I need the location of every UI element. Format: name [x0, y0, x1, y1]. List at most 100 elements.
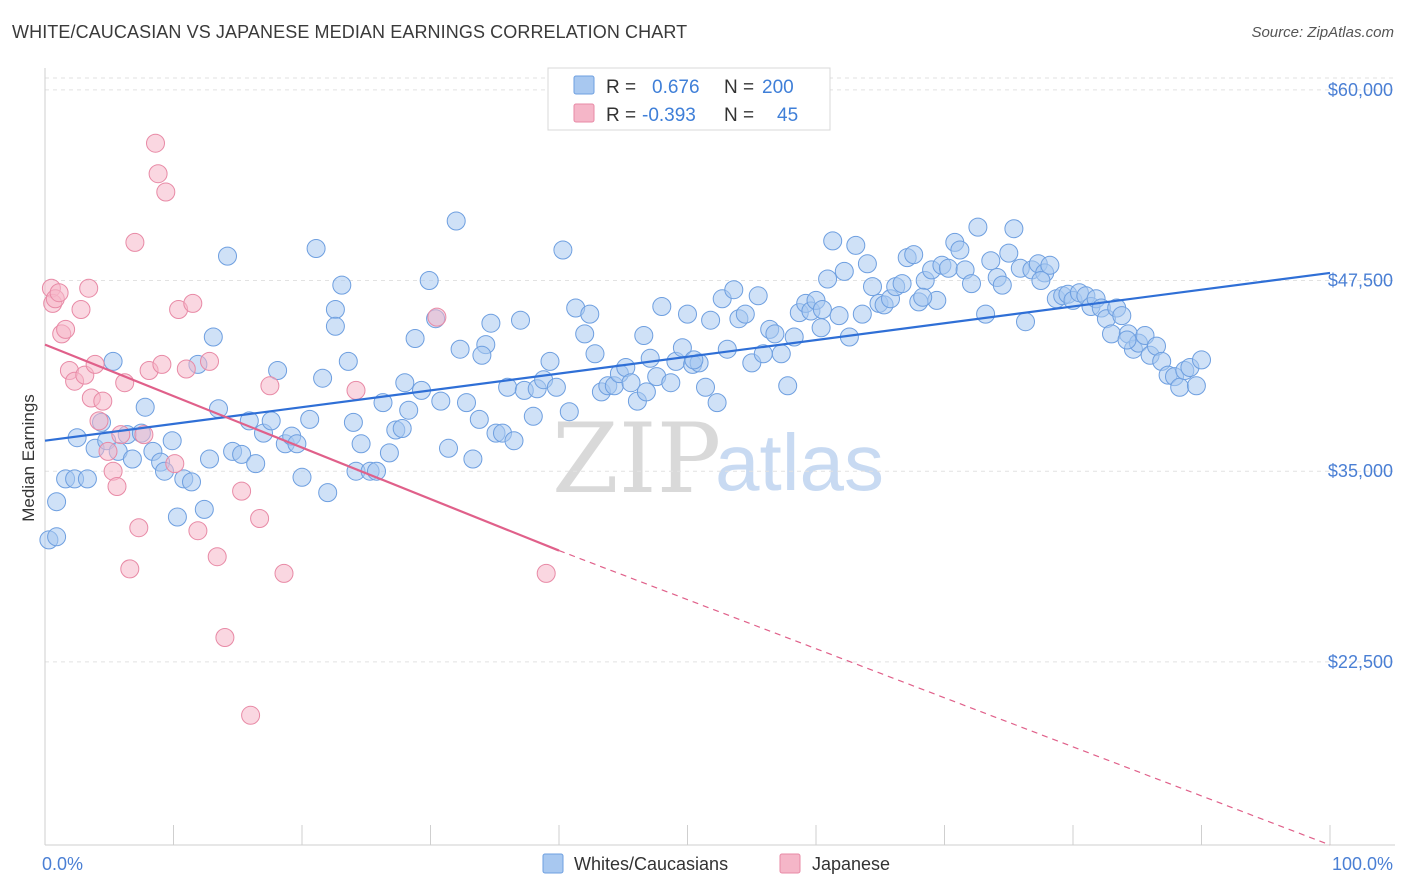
bottom-legend-white: Whites/Caucasians — [574, 854, 728, 874]
x-tick-label-start: 0.0% — [42, 854, 83, 874]
white-caucasian-point — [1117, 330, 1137, 350]
white-caucasian-point — [300, 409, 320, 429]
white-caucasian-point — [351, 434, 371, 454]
japanese-point — [93, 391, 113, 411]
white-caucasian-point — [1192, 350, 1211, 370]
legend-swatch-japanese — [573, 103, 595, 123]
white-caucasian-point — [318, 483, 338, 503]
white-caucasian-point — [469, 409, 489, 429]
white-caucasian-point — [585, 344, 605, 364]
japanese-point — [250, 509, 270, 528]
white-caucasian-point — [621, 373, 641, 393]
japanese-point — [125, 232, 145, 252]
white-caucasian-point — [992, 275, 1012, 295]
white-caucasian-point — [122, 449, 142, 469]
y-tick-label: $47,500 — [1328, 271, 1393, 291]
white-caucasian-point — [1186, 376, 1206, 396]
white-caucasian-point — [472, 345, 492, 365]
white-caucasian-point — [343, 412, 363, 432]
white-caucasian-point — [419, 271, 439, 290]
white-caucasian-point — [981, 251, 1001, 271]
white-caucasian-point — [77, 469, 97, 489]
white-caucasian-point — [863, 277, 882, 297]
white-caucasian-point — [1170, 377, 1190, 397]
white-caucasian-point — [818, 269, 838, 289]
white-caucasian-point — [162, 431, 182, 451]
white-caucasian-point — [575, 324, 595, 344]
white-caucasian-point — [511, 310, 530, 330]
legend-n-label-1: N = — [724, 77, 754, 98]
white-caucasian-point — [904, 245, 924, 265]
bottom-legend-swatch-japanese — [779, 853, 801, 874]
white-caucasian-point — [268, 361, 288, 380]
white-caucasian-point — [968, 217, 988, 237]
bottom-legend-swatch-white — [542, 853, 564, 874]
white-caucasian-point — [135, 397, 155, 417]
white-caucasian-point — [852, 304, 872, 324]
legend-n-value-1: 200 — [762, 77, 794, 98]
white-caucasian-point — [540, 351, 560, 371]
japanese-point — [346, 380, 366, 400]
white-caucasian-point — [812, 300, 832, 319]
white-caucasian-point — [194, 499, 214, 519]
japanese-point — [536, 563, 556, 583]
japanese-point — [232, 481, 252, 501]
white-caucasian-point — [696, 377, 715, 397]
japanese-point — [71, 300, 91, 319]
scatter-points — [39, 133, 1211, 725]
japanese-point — [129, 518, 149, 538]
japanese-point — [98, 441, 118, 461]
white-caucasian-point — [684, 350, 704, 370]
white-caucasian-point — [748, 286, 768, 306]
white-caucasian-point — [707, 393, 727, 413]
japanese-point — [274, 563, 294, 583]
legend-r-value-1: 0.676 — [652, 77, 700, 98]
white-caucasian-point — [292, 467, 312, 487]
japanese-point — [146, 133, 165, 153]
white-caucasian-point — [846, 235, 866, 255]
white-caucasian-point — [504, 431, 524, 451]
white-caucasian-point — [463, 449, 483, 469]
axes — [44, 68, 1395, 846]
white-caucasian-point — [392, 419, 412, 438]
white-caucasian-point — [395, 373, 415, 393]
white-caucasian-point — [167, 507, 187, 527]
white-caucasian-point — [724, 280, 744, 300]
white-caucasian-point — [379, 443, 399, 463]
white-caucasian-point — [546, 377, 566, 397]
white-caucasian-point — [218, 246, 237, 266]
white-caucasian-point — [553, 240, 573, 260]
chart-title: WHITE/CAUCASIAN VS JAPANESE MEDIAN EARNI… — [12, 22, 688, 42]
japanese-point — [241, 705, 261, 725]
japanese-point — [79, 278, 99, 298]
white-caucasian-point — [232, 444, 252, 464]
white-caucasian-point — [481, 313, 501, 333]
white-caucasian-point — [200, 449, 219, 469]
white-caucasian-point — [580, 304, 600, 324]
white-caucasian-point — [962, 274, 981, 294]
white-caucasian-point — [892, 274, 912, 294]
white-caucasian-point — [1040, 255, 1060, 275]
white-caucasian-point — [678, 304, 697, 324]
y-tick-label: $35,000 — [1328, 461, 1393, 481]
white-caucasian-point — [771, 344, 791, 364]
white-caucasian-point — [778, 376, 798, 396]
legend-r-label-2: R = — [606, 105, 636, 126]
white-caucasian-point — [246, 454, 266, 474]
japanese-point — [107, 477, 127, 496]
legend: R = 0.676 N = 200 R = -0.393 N = 45 — [547, 67, 831, 131]
tick-labels: $22,500 $35,000 $47,500 $60,000 0.0% 100.0% — [42, 80, 1393, 874]
white-caucasian-point — [306, 239, 326, 258]
japanese-point — [427, 307, 447, 327]
white-caucasian-point — [765, 324, 785, 344]
y-tick-label: $60,000 — [1328, 80, 1393, 100]
white-caucasian-point — [182, 472, 201, 492]
legend-n-value-2: 45 — [777, 105, 798, 126]
white-caucasian-point — [857, 254, 877, 274]
white-caucasian-point — [829, 306, 849, 326]
white-caucasian-point — [325, 316, 345, 336]
white-caucasian-point — [261, 411, 281, 431]
japanese-point — [176, 359, 196, 379]
white-caucasian-point — [976, 304, 996, 324]
white-caucasian-point — [446, 211, 466, 231]
